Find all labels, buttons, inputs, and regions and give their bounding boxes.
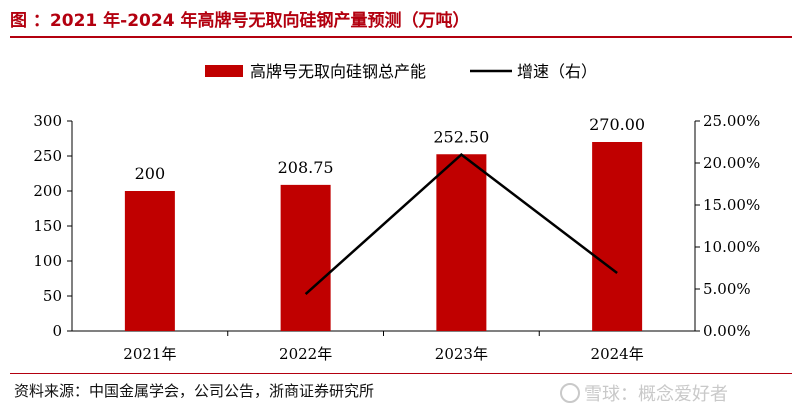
left-tick-label: 300 [33,112,62,130]
left-tick-label: 250 [33,147,62,165]
chart-title: 图 ：2021 年-2024 年高牌号无取向硅钢产量预测（万吨） [10,11,470,31]
bar [592,142,643,331]
title-divider [10,36,792,38]
right-tick-label: 20.00% [703,154,760,172]
left-tick-label: 0 [52,322,62,340]
right-tick-label: 25.00% [703,112,760,130]
legend-label-line: 增速（右） [517,62,597,81]
x-tick-label: 2024年 [591,345,644,363]
growth-line [304,152,618,295]
right-tick-label: 5.00% [703,280,751,298]
right-tick-label: 0.00% [703,322,751,340]
combo-chart: 0 50 100 150 200 250 300 0.00% 5.00% 10.00% 15.00%… [33,62,760,363]
x-tick-label: 2021年 [123,345,176,363]
right-tick-label: 10.00% [703,238,760,256]
left-tick-label: 150 [33,217,62,235]
footer-divider [10,373,792,374]
left-tick-label: 200 [33,182,62,200]
bar [124,191,175,331]
bar [436,154,487,331]
x-tick-label: 2023年 [435,345,488,363]
right-tick-label: 15.00% [703,196,760,214]
bar-data-label: 208.75 [278,158,334,177]
bar [280,184,331,331]
snowball-logo-icon [560,383,580,403]
x-tick-label: 2022年 [279,345,332,363]
left-tick-label: 100 [33,252,62,270]
bar-data-label: 252.50 [433,127,489,146]
bar-data-label: 200 [135,164,166,183]
bar-data-label: 270.00 [589,115,645,134]
source-note: 资料来源：中国金属学会，公司公告，浙商证券研究所 [14,382,375,400]
watermark-text: 雪球：概念爱好者 [584,384,728,405]
legend-swatch-bar [205,65,243,77]
watermark: 雪球：概念爱好者 [560,380,728,406]
left-tick-label: 50 [43,287,62,305]
legend-label-bar: 高牌号无取向硅钢总产能 [250,62,426,81]
